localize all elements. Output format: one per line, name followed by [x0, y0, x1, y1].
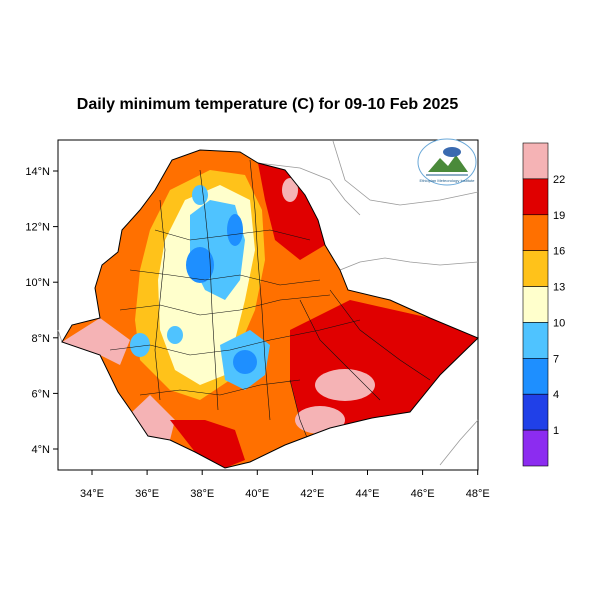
y-tick-label: 14°N	[25, 166, 50, 178]
colorbar-swatch	[522, 429, 549, 467]
colorbar-swatch	[522, 286, 549, 323]
colorbar-label: 13	[553, 282, 565, 294]
colorbar-swatch	[522, 178, 549, 216]
colorbar-swatch	[522, 142, 549, 180]
x-tick-label: 42°E	[300, 488, 324, 500]
colorbar-swatch	[522, 358, 549, 395]
y-tick-label: 4°N	[32, 444, 51, 456]
colorbar-label: 10	[553, 317, 565, 329]
admin-boundaries	[109, 159, 431, 446]
y-tick-label: 6°N	[32, 388, 51, 400]
country-outline	[61, 149, 479, 469]
colorbar-swatch	[522, 250, 549, 287]
map-title: Daily minimum temperature (C) for 09-10 …	[76, 96, 459, 113]
x-tick-label: 38°E	[190, 488, 214, 500]
colorbar-swatch	[522, 393, 549, 431]
colorbar-label: 1	[553, 425, 559, 437]
logo-caption: Ethiopian Meteorology Institute	[420, 178, 476, 183]
colorbar-label: 16	[553, 246, 565, 258]
x-tick-label: 44°E	[356, 488, 380, 500]
x-axis: 34°E 36°E 38°E 40°E 42°E 44°E 46°E 48°E	[80, 470, 490, 500]
x-tick-label: 34°E	[80, 488, 104, 500]
colorbar-swatch	[522, 322, 549, 359]
colorbar-swatch	[522, 214, 549, 251]
y-axis: 14°N 12°N 10°N 8°N 6°N 4°N	[25, 166, 58, 456]
x-tick-label: 36°E	[135, 488, 159, 500]
y-tick-label: 8°N	[32, 333, 51, 345]
neighbour-borders	[57, 140, 479, 466]
x-tick-label: 48°E	[466, 488, 490, 500]
colorbar-label: 7	[553, 353, 559, 365]
institute-logo: Ethiopian Meteorology Institute	[417, 138, 477, 186]
colorbar: 22 19 16 13 10 7 4 1	[522, 142, 565, 467]
colorbar-label: 4	[553, 389, 559, 401]
colorbar-label: 22	[553, 174, 565, 186]
x-tick-label: 40°E	[245, 488, 269, 500]
y-tick-label: 12°N	[25, 222, 50, 234]
y-tick-label: 10°N	[25, 277, 50, 289]
x-tick-label: 46°E	[411, 488, 435, 500]
colorbar-label: 19	[553, 210, 565, 222]
